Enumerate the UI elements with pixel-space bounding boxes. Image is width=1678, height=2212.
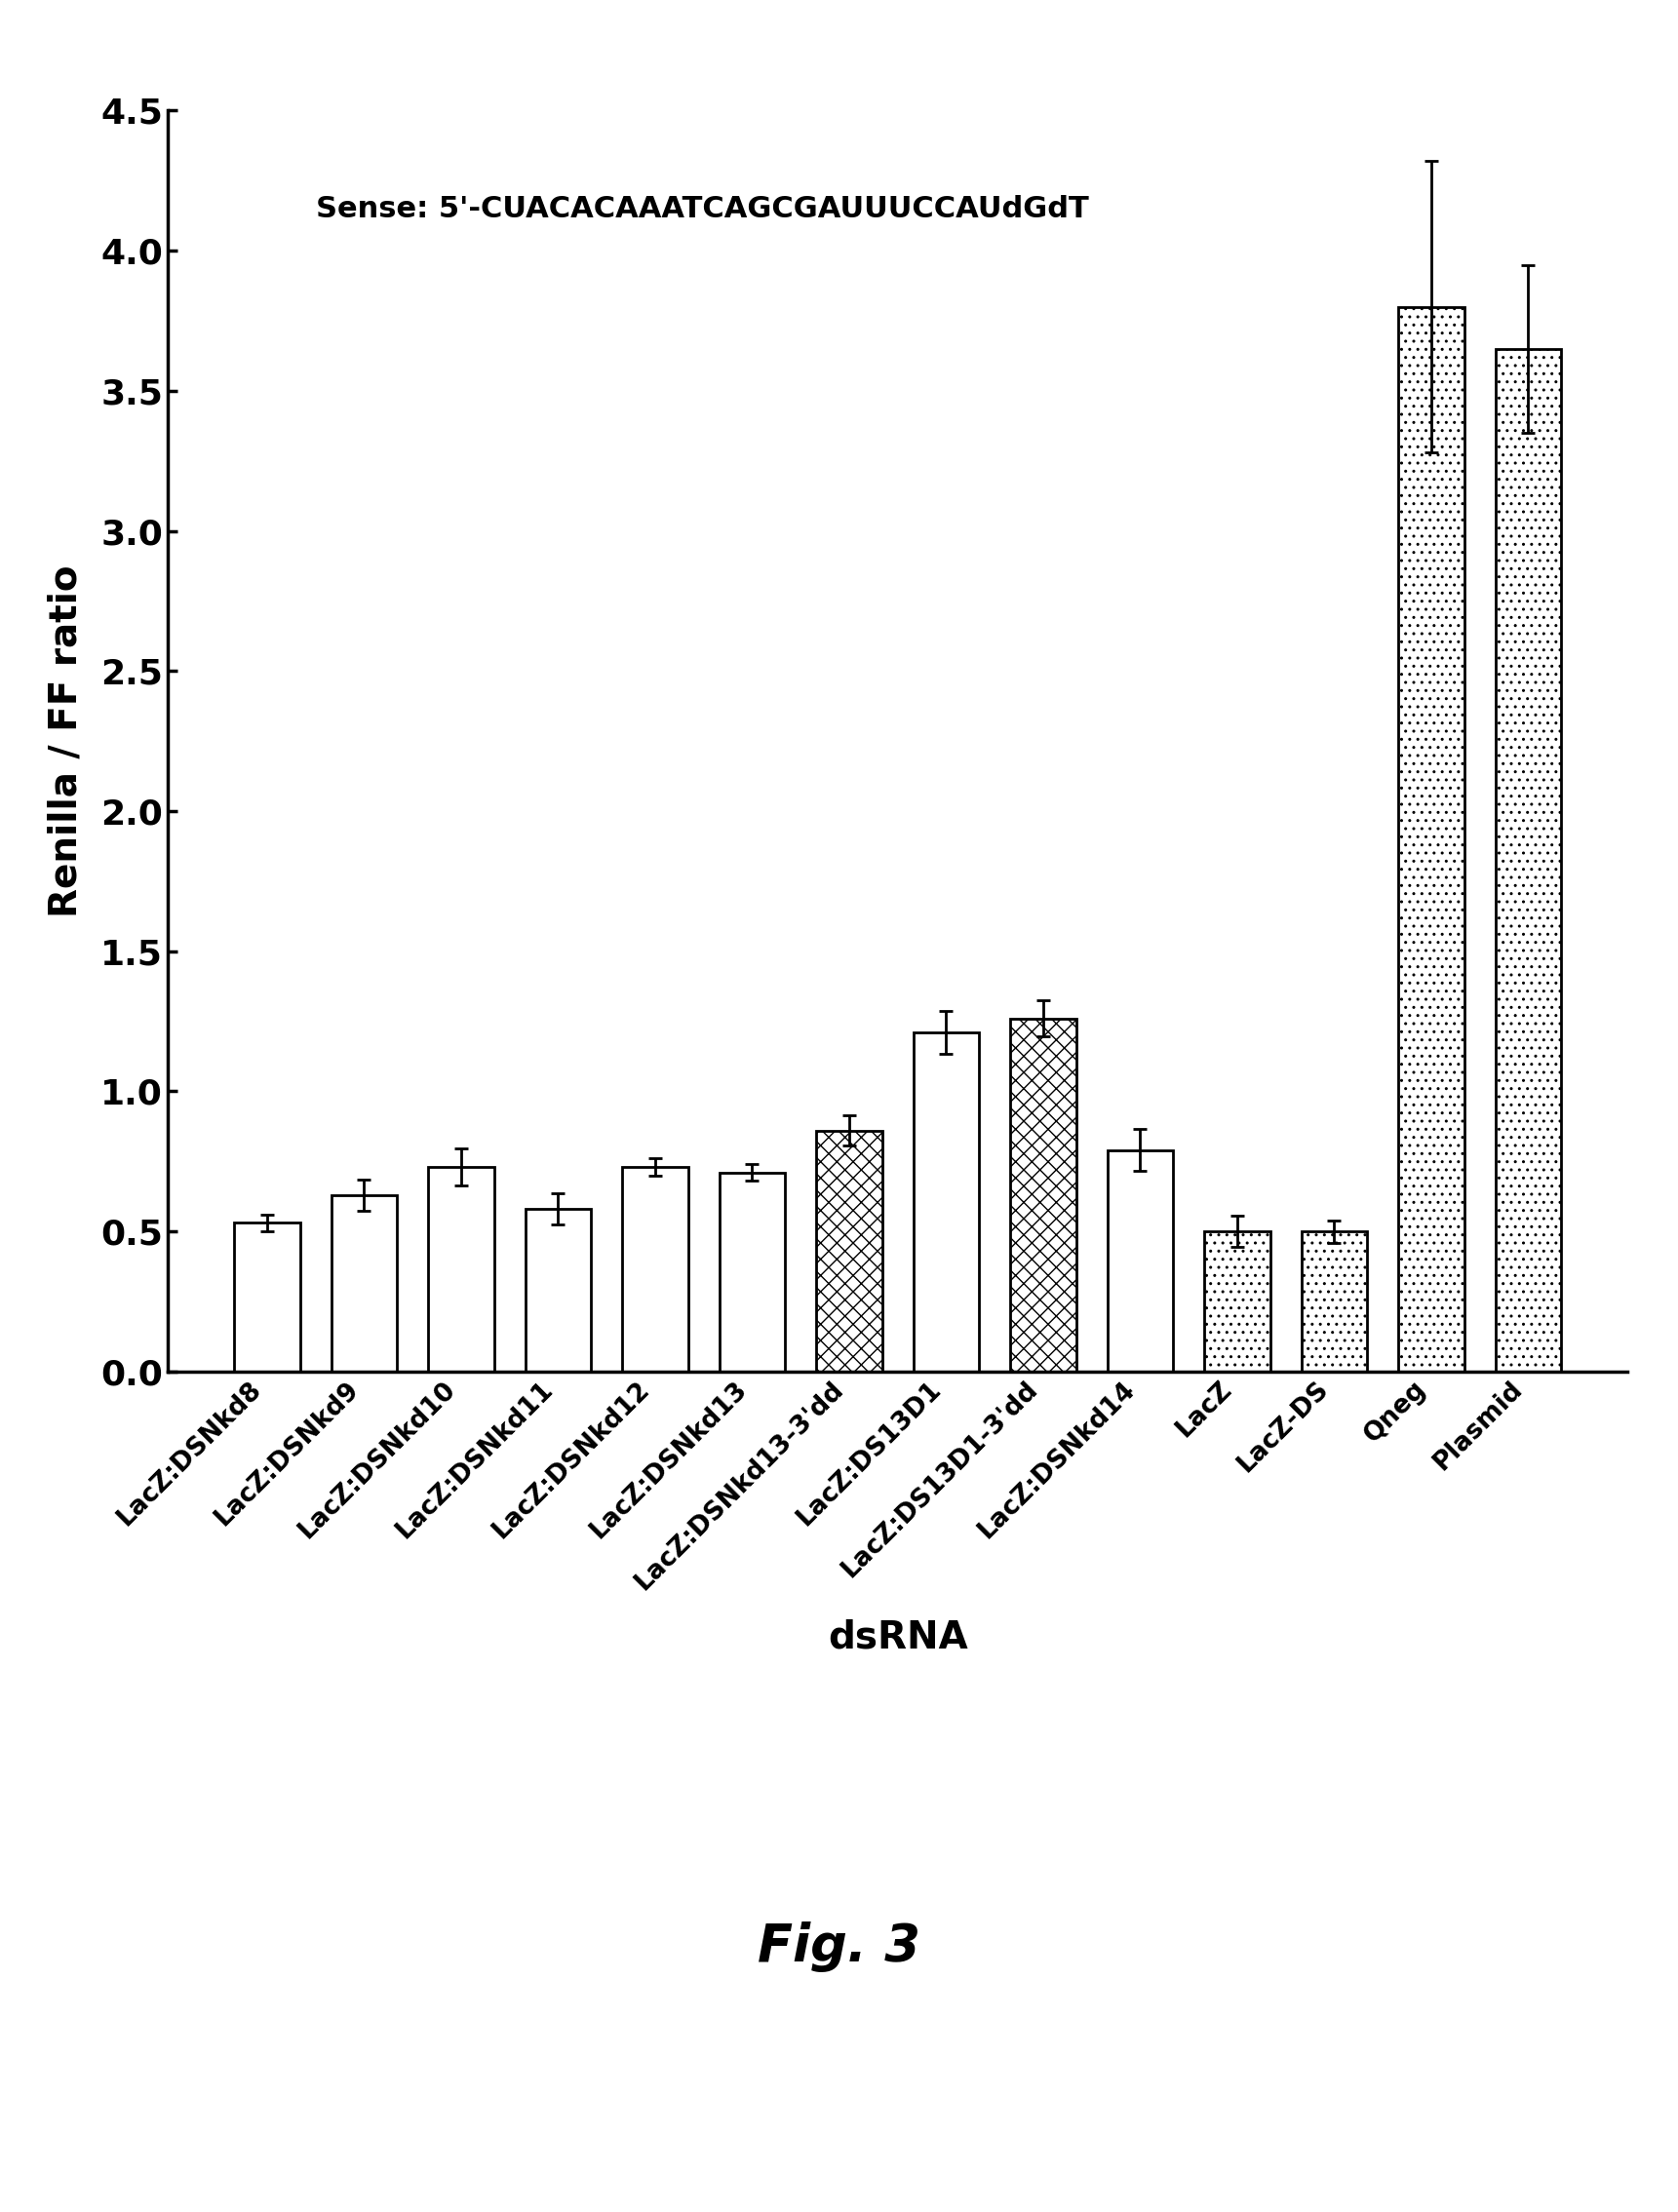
Bar [525, 1210, 591, 1371]
Bar [428, 1168, 493, 1371]
Bar [720, 1172, 785, 1371]
Bar [1495, 349, 1561, 1371]
Bar [331, 1194, 398, 1371]
Bar [623, 1168, 688, 1371]
Bar [1302, 1232, 1368, 1371]
Bar [1398, 307, 1465, 1371]
Text: Sense: 5'-CUACACAAATCAGCGAUUUCCAUdGdT: Sense: 5'-CUACACAAATCAGCGAUUUCCAUdGdT [315, 195, 1089, 223]
Bar [1107, 1150, 1173, 1371]
Bar [816, 1130, 883, 1371]
Bar [913, 1033, 980, 1371]
Text: Fig. 3: Fig. 3 [757, 1922, 921, 1971]
X-axis label: dsRNA: dsRNA [827, 1619, 968, 1657]
Y-axis label: Renilla / FF ratio: Renilla / FF ratio [47, 564, 84, 918]
Bar [1205, 1232, 1270, 1371]
Bar [235, 1223, 300, 1371]
Bar [1010, 1018, 1076, 1371]
